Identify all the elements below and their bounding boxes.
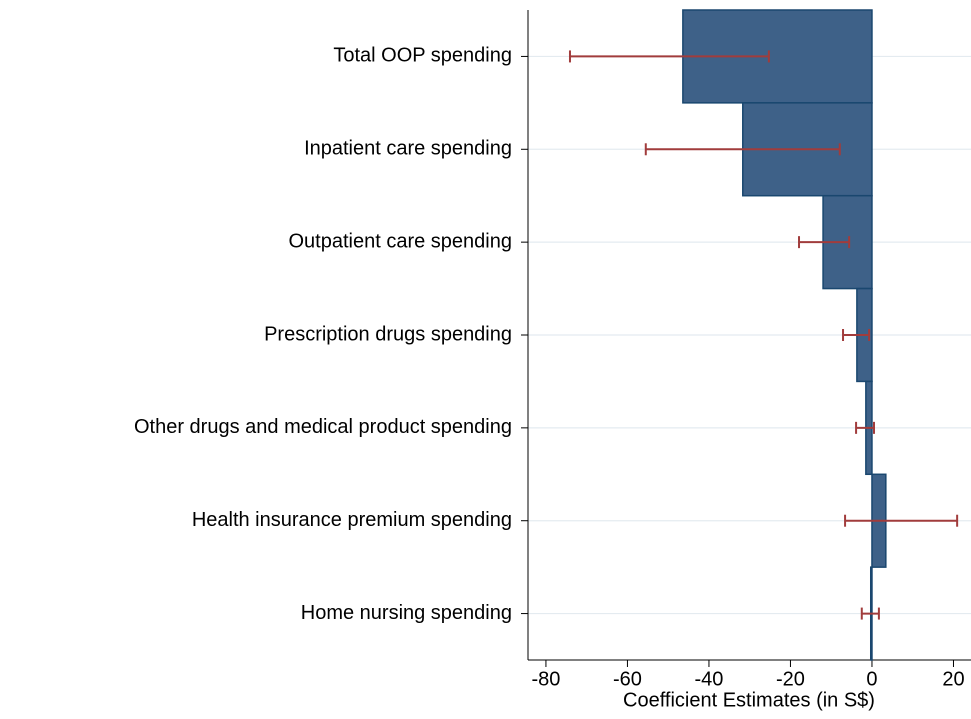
y-tick-label: Home nursing spending	[301, 602, 512, 624]
x-tick-label: -20	[776, 668, 805, 690]
x-tick-label: -60	[613, 668, 642, 690]
x-tick-label: 20	[942, 668, 964, 690]
x-tick-label: 0	[866, 668, 877, 690]
y-tick-label: Outpatient care spending	[289, 230, 513, 252]
y-tick-label: Inpatient care spending	[304, 138, 512, 160]
y-tick-label: Health insurance premium spending	[192, 509, 512, 531]
x-tick-label: -80	[531, 668, 560, 690]
y-tick-label: Total OOP spending	[333, 45, 512, 67]
y-tick-label: Other drugs and medical product spending	[134, 416, 512, 438]
x-tick-label: -40	[694, 668, 723, 690]
x-axis-title: Coefficient Estimates (in S$)	[623, 689, 875, 711]
y-tick-label: Prescription drugs spending	[264, 323, 512, 345]
